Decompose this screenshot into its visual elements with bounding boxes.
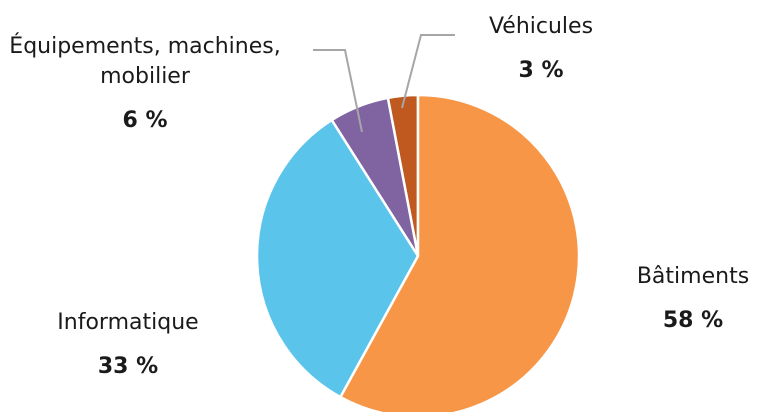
category-name: Équipements, machines, mobilier: [9, 34, 281, 89]
slice-label: Véhicules 3 %: [451, 12, 631, 86]
category-name: Informatique: [57, 310, 199, 335]
value-label: 58 %: [662, 308, 724, 333]
value-label: 6 %: [122, 108, 168, 133]
slice-label: Bâtiments 58 %: [613, 262, 773, 336]
slice-label: Informatique 33 %: [18, 308, 238, 382]
value-label: 33 %: [97, 354, 159, 379]
value-label: 3 %: [518, 58, 564, 83]
pie-slice: [338, 93, 581, 412]
leader-line: [401, 34, 455, 109]
leader-line: [313, 49, 363, 133]
slice-label: Équipements, machines, mobilier 6 %: [0, 32, 290, 136]
category-name: Bâtiments: [636, 264, 750, 289]
category-name: Véhicules: [488, 14, 594, 39]
